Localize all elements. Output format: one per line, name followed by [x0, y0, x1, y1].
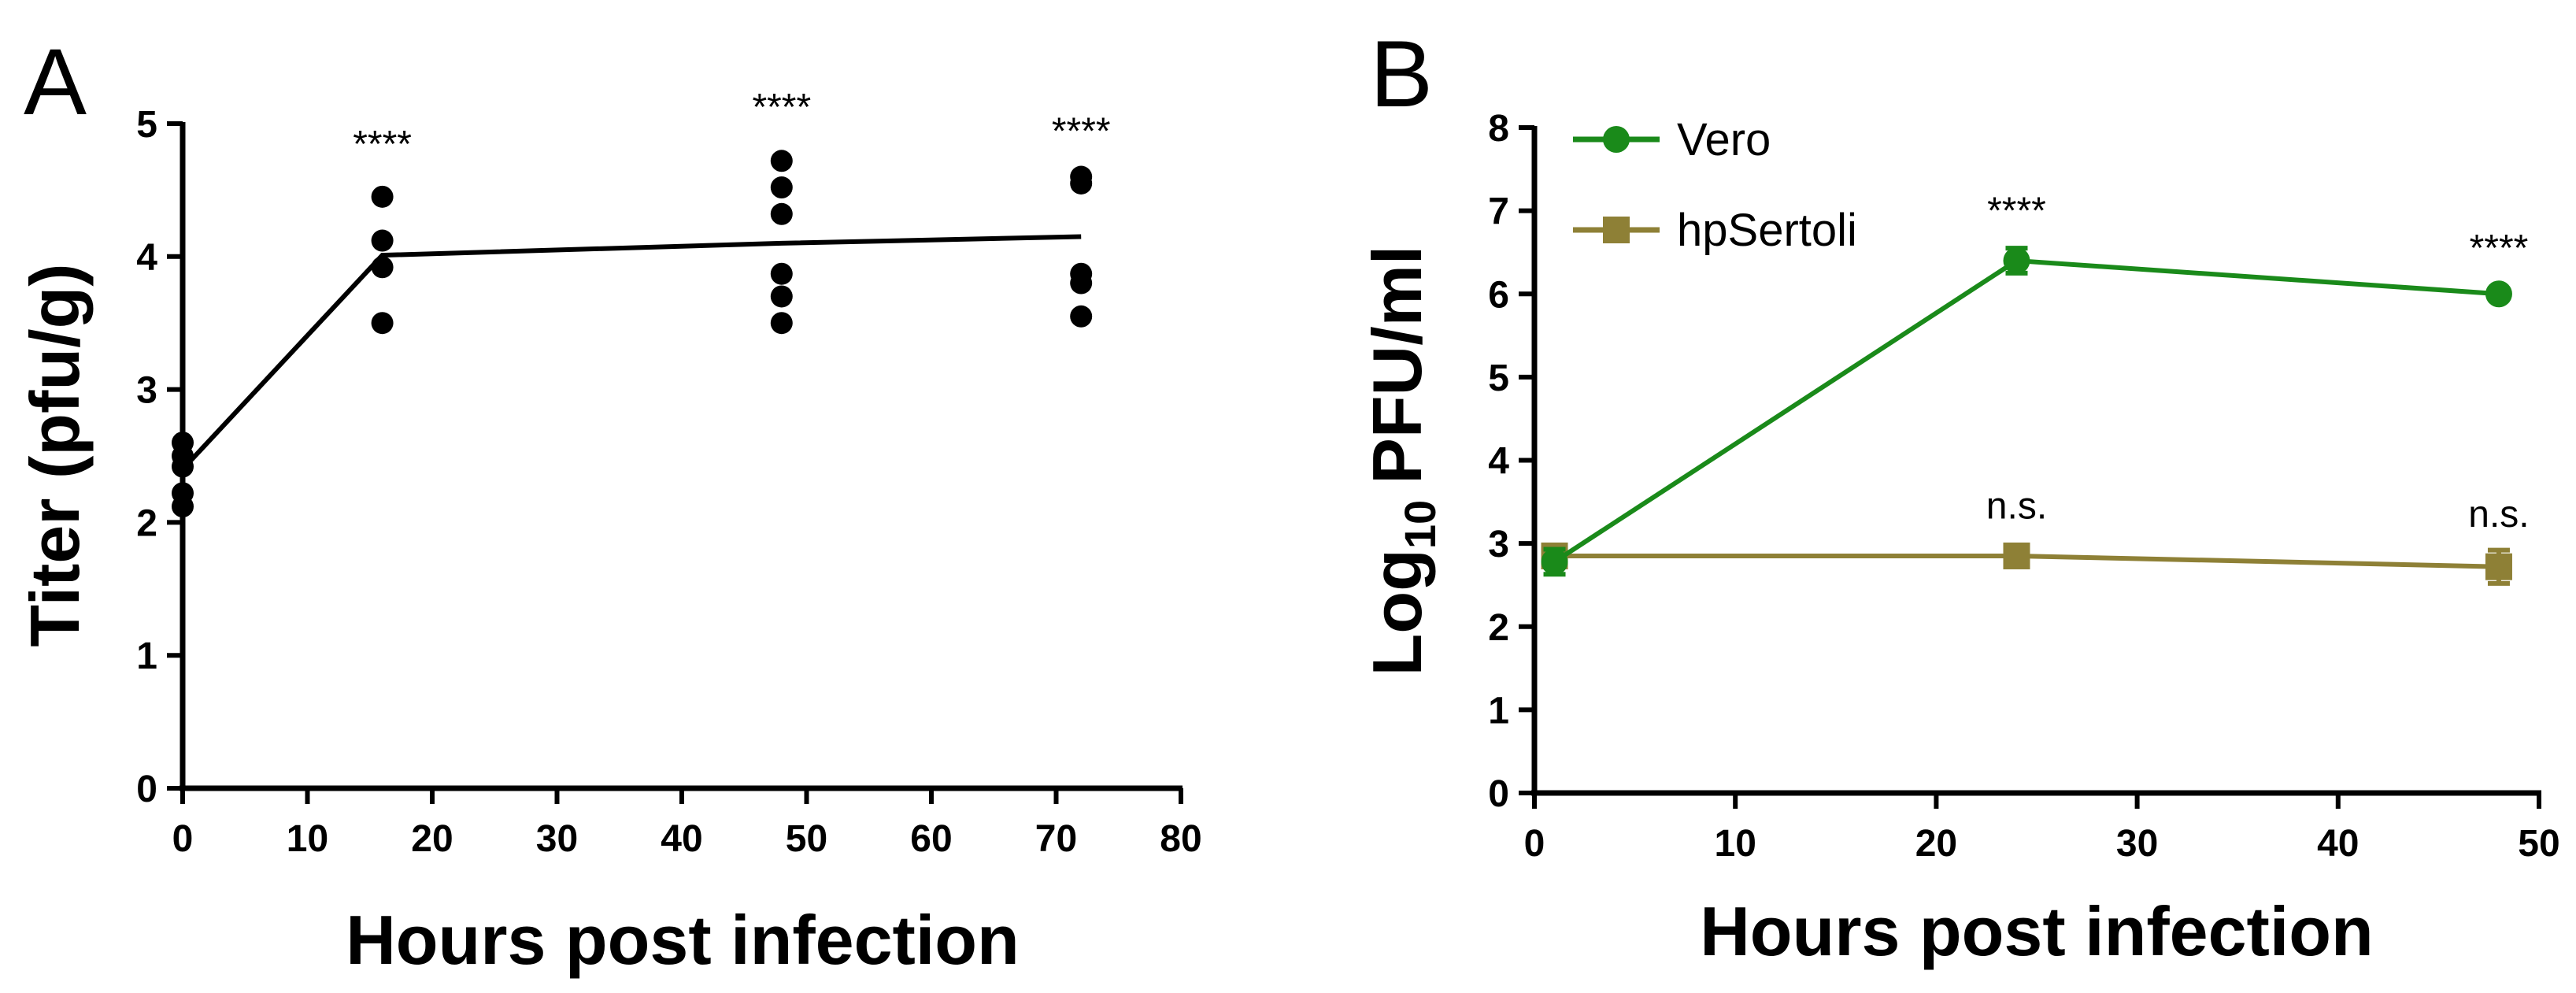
panel-b-y-tick-label: 6	[1488, 274, 1509, 316]
series-vero-point	[1541, 548, 1568, 576]
panel-b-x-tick-label: 40	[2317, 823, 2359, 865]
panel-a-x-tick-label: 30	[536, 818, 578, 860]
legend-vero-label: Vero	[1677, 114, 1771, 165]
panel-a-significance-label: ****	[1052, 110, 1111, 152]
panel-a-data-point	[172, 432, 194, 454]
panel-label-a: A	[24, 29, 87, 135]
panel-b-y-tick-label: 0	[1488, 773, 1509, 815]
panel-a-mean-line	[180, 234, 1082, 471]
panel-a-data-point	[770, 176, 793, 199]
panel-b-y-axis-title-subscript: 10	[1395, 500, 1445, 549]
panel-a-data-point	[770, 312, 793, 335]
series-hpsertoli-point	[2003, 542, 2030, 569]
panel-a: A 0 10 20 30 40 50 60 70 80 0 1 2 3 4 5 **** ******** …	[16, 29, 1202, 979]
panel-b-significance-label: ****	[2470, 228, 2529, 269]
panel-a-data-point	[770, 262, 793, 285]
panel-a-y-tick-label: 0	[136, 769, 157, 810]
panel-b-y-tick-label: 8	[1488, 108, 1509, 150]
panel-b-x-tick-label: 10	[1715, 823, 1756, 865]
panel-b-y-axis-title-unit: PFU/ml	[1358, 246, 1436, 484]
panel-b-y-tick-label: 2	[1488, 607, 1509, 649]
panel-a-annotations: **** **** ****	[353, 87, 1110, 165]
legend-hpsertoli-label: hpSertoli	[1677, 205, 1857, 256]
panel-a-y-tick-label: 1	[136, 635, 157, 677]
legend-item-vero: Vero	[1573, 114, 1771, 165]
panel-b-y-axis-title: Log10 PFU/ml	[1358, 246, 1445, 676]
series-vero-point	[2485, 280, 2512, 308]
panel-b-x-ticks: 0 10 20 30 40 50	[1524, 793, 2560, 865]
legend-hpsertoli-marker	[1603, 217, 1630, 243]
panel-b-y-tick-label: 4	[1488, 441, 1509, 483]
panel-a-x-tick-label: 40	[661, 818, 702, 860]
panel-b-significance-label: n.s.	[1986, 485, 2047, 527]
panel-a-data-point	[1070, 262, 1093, 285]
panel-b-x-tick-label: 0	[1524, 823, 1545, 865]
panel-b-significance-label: ****	[1987, 190, 2046, 232]
panel-a-x-tick-label: 10	[287, 818, 328, 860]
series-vero	[1541, 246, 2512, 577]
panel-a-x-tick-label: 0	[172, 818, 194, 860]
panel-b-significance-label: n.s.	[2468, 494, 2529, 535]
panel-b-series	[1541, 246, 2512, 586]
panel-a-data-point	[770, 285, 793, 308]
panel-a-y-ticks: 0 1 2 3 4 5	[136, 104, 183, 810]
panel-b-y-tick-label: 7	[1488, 191, 1509, 233]
panel-a-x-axis-title: Hours post infection	[346, 901, 1020, 979]
panel-a-data-point	[770, 150, 793, 172]
panel-a-y-tick-label: 4	[136, 237, 157, 279]
panel-a-x-tick-label: 80	[1160, 818, 1201, 860]
panel-a-data-point	[371, 312, 394, 335]
panel-b-y-tick-label: 3	[1488, 524, 1509, 565]
panel-a-points	[172, 150, 1093, 518]
panel-b-annotations: **** **** n.s. n.s.	[1986, 190, 2530, 535]
panel-a-data-point	[371, 185, 394, 208]
legend-vero-marker	[1603, 126, 1630, 153]
panel-b-y-ticks: 0 1 2 3 4 5 6 7 8	[1488, 108, 1534, 815]
panel-a-y-tick-label: 2	[136, 502, 157, 544]
panel-b-x-tick-label: 20	[1915, 823, 1957, 865]
panel-a-data-point	[770, 202, 793, 225]
panel-a-x-tick-label: 50	[786, 818, 827, 860]
legend-item-hpsertoli: hpSertoli	[1573, 205, 1857, 256]
panel-a-x-ticks: 0 10 20 30 40 50 60 70 80	[172, 788, 1202, 860]
panel-a-data-point	[1070, 305, 1093, 328]
panel-b-y-tick-label: 1	[1488, 690, 1509, 732]
panel-a-x-tick-label: 20	[411, 818, 453, 860]
panel-a-y-axis-title: Titer (pfu/g)	[16, 263, 94, 647]
panel-a-data-point	[1070, 165, 1093, 188]
panel-a-y-tick-label: 5	[136, 104, 157, 146]
panel-b-x-tick-label: 30	[2116, 823, 2158, 865]
panel-a-x-tick-label: 70	[1035, 818, 1077, 860]
panel-a-significance-label: ****	[752, 87, 811, 128]
panel-b-x-axis-title: Hours post infection	[1700, 892, 2374, 970]
panel-b-x-tick-label: 50	[2518, 823, 2559, 865]
panel-b-y-tick-label: 5	[1488, 358, 1509, 399]
panel-b: B 0 10 20 30 40 50 0 1 2 3 4 5 6 7 8 **** **** n.s. n.s.…	[1358, 21, 2560, 970]
panel-a-significance-label: ****	[353, 124, 412, 165]
panel-label-b: B	[1370, 21, 1433, 127]
series-vero-point	[2003, 247, 2030, 274]
panel-b-y-axis-title-prefix: Log	[1358, 549, 1436, 676]
panel-a-data-point	[371, 229, 394, 252]
panel-a-data-point	[371, 256, 394, 279]
panel-a-y-tick-label: 3	[136, 370, 157, 412]
panel-a-data-point	[172, 482, 194, 505]
series-hpsertoli-point	[2485, 553, 2512, 580]
series-hpsertoli	[1541, 542, 2512, 586]
panel-a-x-tick-label: 60	[910, 818, 952, 860]
panel-b-legend: Vero hpSertoli	[1573, 114, 1857, 256]
